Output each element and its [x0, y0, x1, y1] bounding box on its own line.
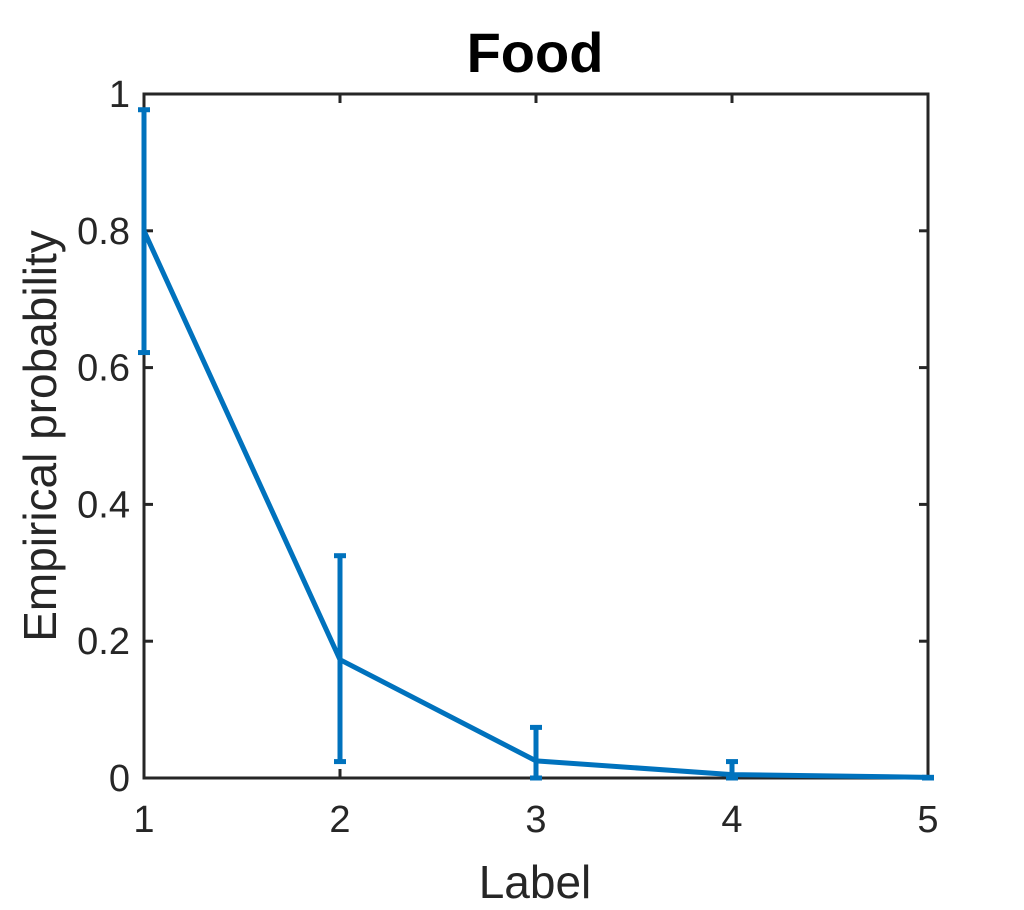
x-axis-label: Label — [479, 856, 592, 908]
x-tick-label: 5 — [917, 799, 938, 841]
error-bar — [530, 724, 542, 781]
series-line — [141, 229, 929, 780]
x-tick-label: 3 — [525, 799, 546, 841]
error-bar — [138, 107, 150, 356]
plot-frame — [142, 92, 930, 780]
y-tick-label: 0.2 — [77, 621, 130, 663]
y-tick-label: 0.4 — [77, 484, 130, 526]
y-tick-label: 0.8 — [77, 211, 130, 253]
data-point — [535, 760, 537, 762]
data-point — [143, 230, 145, 232]
error-bar — [726, 759, 738, 781]
data-point — [927, 776, 929, 778]
data-point — [731, 774, 733, 776]
data-point — [339, 659, 341, 661]
plot-area — [142, 92, 930, 780]
y-tick-label: 1 — [109, 74, 130, 116]
y-tick-label: 0.6 — [77, 348, 130, 390]
x-tick-label: 4 — [721, 799, 742, 841]
error-bar — [334, 553, 346, 765]
y-axis-label: Empirical probability — [14, 230, 66, 642]
error-bar — [922, 774, 934, 781]
chart-title: Food — [467, 21, 604, 84]
x-tick-label: 2 — [329, 799, 350, 841]
y-axis: 0 0.2 0.4 0.6 0.8 1 — [77, 74, 928, 800]
y-tick-label: 0 — [109, 758, 130, 800]
series-layer — [138, 107, 934, 781]
x-tick-label: 1 — [133, 799, 154, 841]
